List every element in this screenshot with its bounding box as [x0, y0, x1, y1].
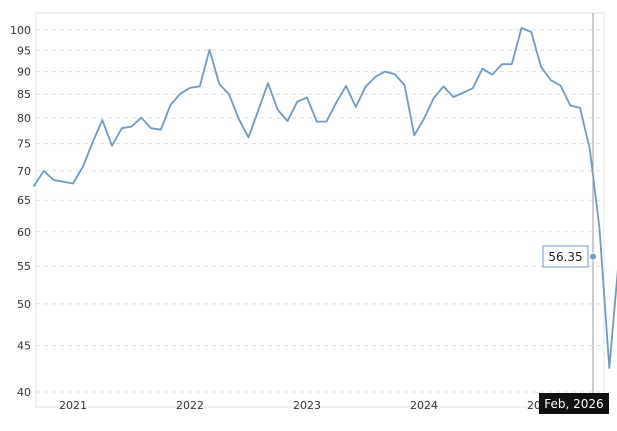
- y-tick-label: 60: [17, 226, 31, 239]
- value-tooltip-text: 56.35: [548, 250, 582, 264]
- y-tick-label: 70: [17, 165, 31, 178]
- y-tick-label: 75: [17, 138, 31, 151]
- y-tick-label: 50: [17, 298, 31, 311]
- value-tooltip-box: [542, 245, 589, 268]
- y-axis-ticks: 40 45 50 55 60 65 70 75 80 85 90 95 100: [10, 24, 31, 399]
- y-tick-label: 95: [17, 44, 31, 57]
- date-tooltip: Feb, 2026: [539, 393, 609, 414]
- y-tick-label: 100: [10, 24, 31, 37]
- grid-lines: [36, 29, 604, 393]
- hover-marker: [589, 252, 597, 261]
- x-tick-label: 2022: [176, 399, 204, 412]
- value-tooltip: 56.35: [542, 245, 589, 268]
- date-tooltip-box: [539, 393, 609, 414]
- x-tick-label: 2024: [410, 399, 438, 412]
- y-tick-label: 45: [17, 339, 31, 352]
- y-tick-label: 80: [17, 112, 31, 125]
- y-tick-label: 85: [17, 88, 31, 101]
- y-tick-label: 55: [17, 260, 31, 273]
- x-tick-label: 2021: [59, 399, 87, 412]
- series-line: [33, 27, 617, 369]
- date-tooltip-text: Feb, 2026: [544, 397, 603, 411]
- y-tick-label: 65: [17, 194, 31, 207]
- x-tick-label: 2023: [293, 399, 321, 412]
- plot-frame: [35, 12, 605, 408]
- y-tick-label: 90: [17, 66, 31, 79]
- y-tick-label: 40: [17, 386, 31, 399]
- x-axis-ticks: 20212022202320242025: [59, 399, 555, 412]
